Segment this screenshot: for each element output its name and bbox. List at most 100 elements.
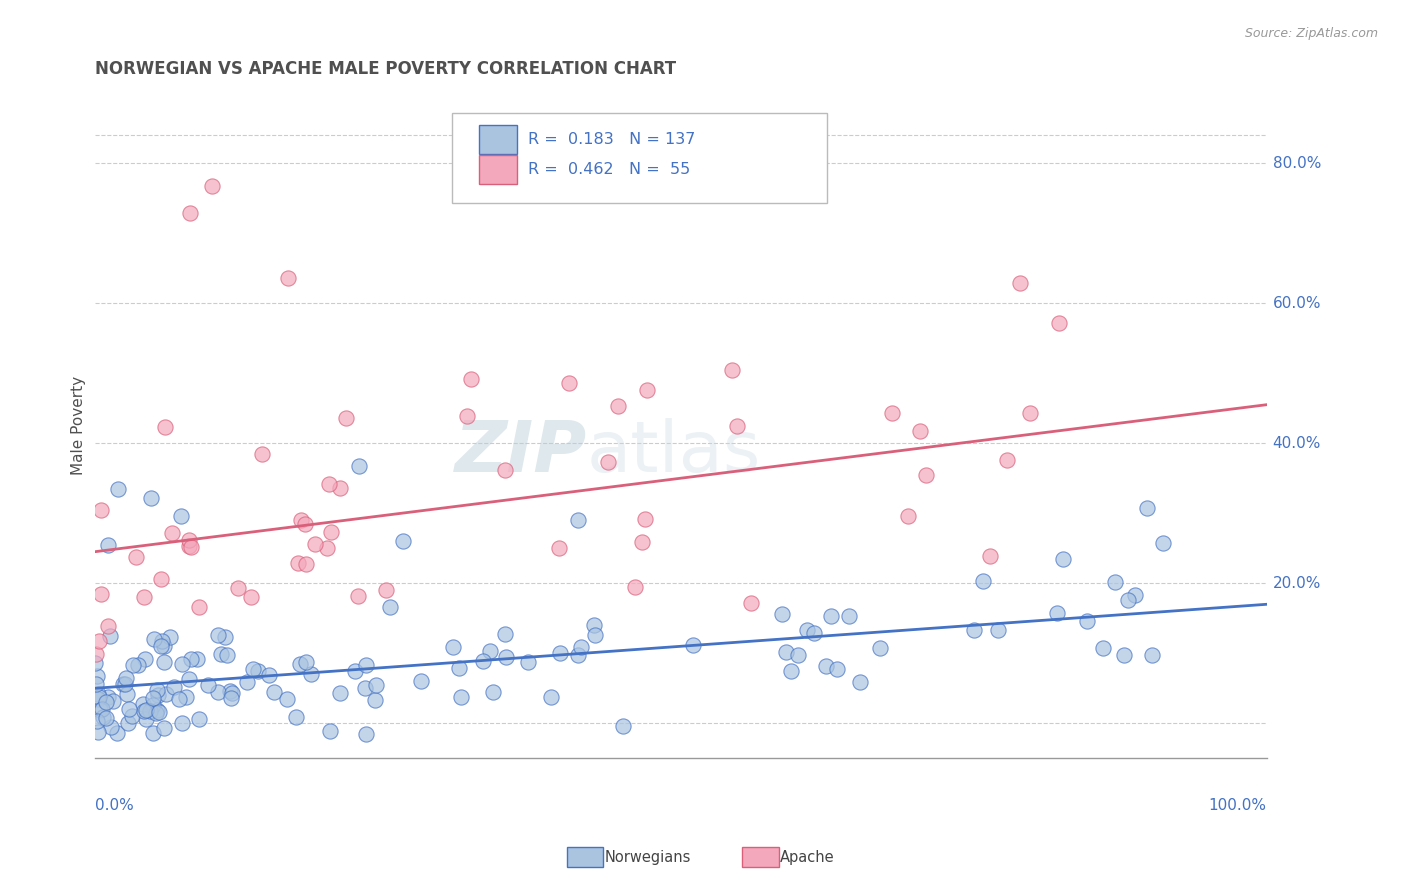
Point [820, 609, 842, 624]
Point [197, 678, 219, 692]
Point [294, 517, 316, 532]
Point [979, 549, 1001, 564]
Point [149, 639, 172, 653]
Point [131, 697, 153, 711]
Point [105, 726, 128, 740]
Point [479, 644, 502, 658]
Point [987, 623, 1010, 637]
Point [623, 580, 645, 594]
Point [449, 660, 471, 674]
Point [456, 409, 478, 423]
Point [995, 452, 1018, 467]
Point [1104, 575, 1126, 590]
Point [596, 455, 619, 469]
Point [107, 482, 129, 496]
Point [170, 657, 193, 671]
Point [83, 656, 105, 670]
Point [814, 659, 837, 673]
Point [90, 702, 112, 716]
Point [315, 541, 337, 556]
FancyBboxPatch shape [479, 155, 516, 184]
Point [177, 539, 200, 553]
Point [276, 691, 298, 706]
Point [87, 691, 110, 706]
Point [89, 703, 111, 717]
Point [583, 618, 606, 632]
Text: R =  0.462   N =  55: R = 0.462 N = 55 [529, 162, 690, 177]
Point [209, 647, 232, 661]
Point [226, 581, 249, 595]
Point [567, 513, 589, 527]
Text: R =  0.183   N = 137: R = 0.183 N = 137 [529, 132, 696, 147]
Point [335, 411, 357, 425]
Point [98, 629, 121, 643]
Point [247, 664, 270, 678]
Point [219, 684, 242, 698]
Point [636, 383, 658, 397]
Point [299, 666, 322, 681]
Point [347, 458, 370, 473]
Point [138, 704, 160, 718]
Point [142, 726, 165, 740]
Point [221, 686, 243, 700]
Point [250, 447, 273, 461]
Point [319, 723, 342, 738]
Point [364, 692, 387, 706]
Point [356, 657, 378, 672]
Point [495, 650, 517, 665]
Point [780, 664, 803, 678]
Point [1076, 615, 1098, 629]
Point [721, 363, 744, 377]
Point [1116, 593, 1139, 607]
Point [188, 712, 211, 726]
Point [294, 655, 316, 669]
Point [277, 271, 299, 285]
Point [571, 640, 593, 655]
Point [86, 714, 108, 728]
Point [153, 655, 176, 669]
Y-axis label: Male Poverty: Male Poverty [72, 376, 86, 475]
Point [290, 657, 312, 672]
Text: 0.0%: 0.0% [94, 798, 134, 814]
Text: Norwegians: Norwegians [605, 850, 690, 864]
Point [153, 639, 176, 653]
Text: 40.0%: 40.0% [1272, 435, 1322, 450]
Point [1140, 648, 1163, 663]
Point [87, 687, 110, 701]
Point [179, 533, 201, 547]
Point [869, 641, 891, 656]
Point [118, 702, 141, 716]
Point [319, 525, 342, 540]
Point [897, 508, 920, 523]
Point [1091, 641, 1114, 656]
Point [1152, 536, 1174, 550]
Point [1123, 589, 1146, 603]
Point [121, 657, 143, 672]
Point [207, 684, 229, 698]
Point [143, 632, 166, 647]
Point [87, 633, 110, 648]
Point [471, 654, 494, 668]
Point [145, 706, 167, 721]
Point [236, 675, 259, 690]
Point [97, 619, 120, 633]
Point [121, 709, 143, 723]
Point [482, 684, 505, 698]
Point [963, 623, 986, 637]
Point [1052, 552, 1074, 566]
Point [127, 658, 149, 673]
Point [409, 674, 432, 689]
Text: atlas: atlas [586, 417, 761, 487]
Point [90, 587, 112, 601]
Point [112, 677, 135, 691]
Point [100, 720, 122, 734]
Point [115, 687, 138, 701]
Point [84, 677, 107, 691]
Point [548, 646, 571, 660]
Point [374, 582, 396, 597]
Point [96, 711, 118, 725]
Point [558, 376, 581, 390]
Point [567, 648, 589, 662]
Point [180, 652, 202, 666]
Point [972, 574, 994, 588]
